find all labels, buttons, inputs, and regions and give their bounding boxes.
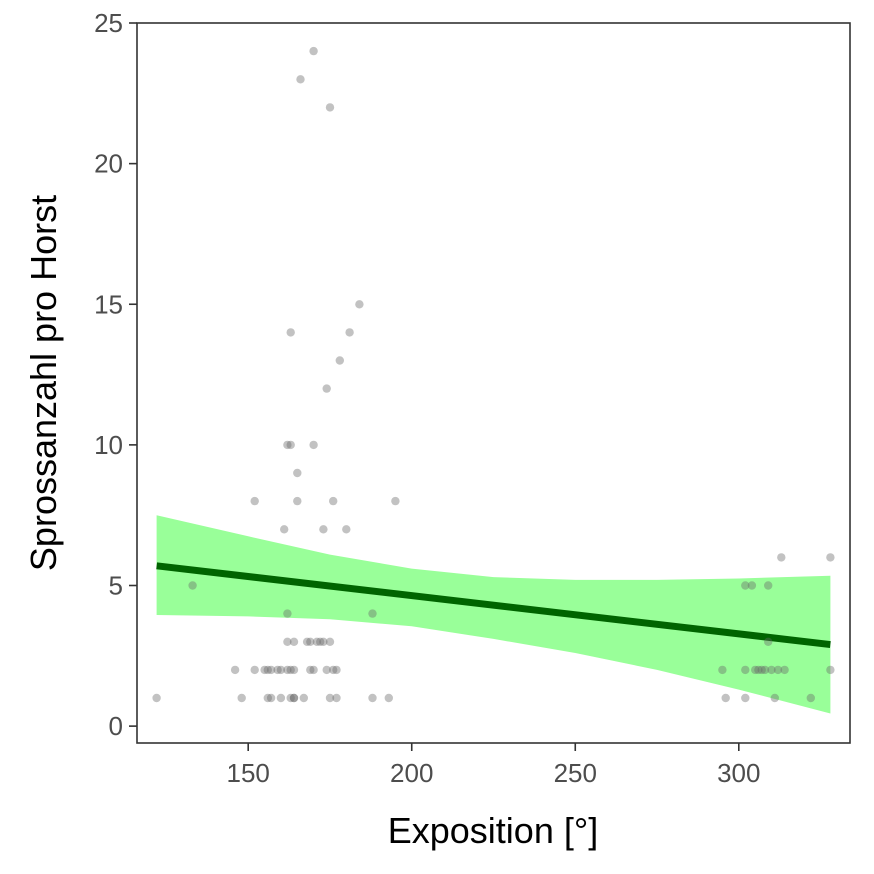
data-point bbox=[286, 693, 295, 703]
data-point bbox=[276, 665, 286, 675]
data-point bbox=[757, 665, 766, 675]
data-point bbox=[335, 356, 344, 365]
data-point bbox=[764, 581, 773, 590]
data-point bbox=[368, 609, 377, 618]
data-point bbox=[283, 440, 292, 450]
y-tick-label: 20 bbox=[94, 149, 123, 179]
data-point bbox=[250, 665, 259, 675]
data-point bbox=[741, 665, 750, 675]
data-point bbox=[286, 328, 295, 337]
data-point bbox=[770, 693, 779, 703]
data-point bbox=[266, 693, 276, 703]
y-tick-label: 15 bbox=[94, 289, 123, 319]
data-point bbox=[322, 665, 331, 675]
data-point bbox=[286, 665, 295, 675]
data-point bbox=[325, 637, 335, 646]
data-point bbox=[355, 300, 364, 309]
data-point bbox=[230, 665, 240, 675]
x-tick-label: 250 bbox=[554, 758, 597, 788]
data-point bbox=[306, 665, 315, 675]
data-point bbox=[718, 665, 727, 675]
y-axis: 0 5 10 15 20 25 bbox=[94, 8, 137, 741]
data-point bbox=[754, 665, 763, 675]
data-point bbox=[237, 693, 246, 703]
data-point bbox=[325, 103, 335, 112]
data-point bbox=[322, 384, 331, 393]
data-point bbox=[329, 496, 338, 506]
data-point bbox=[826, 553, 835, 562]
data-point bbox=[289, 693, 299, 703]
data-point bbox=[332, 665, 341, 675]
data-point bbox=[263, 693, 272, 703]
data-point bbox=[289, 693, 299, 703]
data-point bbox=[283, 609, 292, 618]
data-point bbox=[741, 693, 750, 703]
data-point bbox=[345, 328, 354, 337]
data-point bbox=[329, 665, 338, 675]
x-axis-title: Exposition [°] bbox=[388, 810, 599, 851]
data-point bbox=[751, 665, 760, 675]
data-point bbox=[391, 496, 400, 506]
data-point bbox=[741, 581, 750, 590]
x-axis: 150 200 250 300 bbox=[227, 743, 760, 788]
data-point bbox=[767, 665, 776, 675]
data-point bbox=[332, 693, 341, 703]
data-point bbox=[289, 637, 299, 646]
data-point bbox=[293, 496, 302, 506]
data-point bbox=[283, 637, 292, 646]
data-point bbox=[780, 665, 789, 675]
data-point bbox=[188, 581, 197, 590]
data-point bbox=[260, 665, 269, 675]
data-point bbox=[806, 693, 815, 703]
data-point bbox=[302, 637, 312, 646]
data-point bbox=[325, 693, 335, 703]
data-point bbox=[319, 637, 328, 646]
data-point bbox=[273, 665, 282, 675]
data-point bbox=[266, 665, 276, 675]
x-tick-label: 200 bbox=[390, 758, 433, 788]
data-point bbox=[773, 665, 783, 675]
x-tick-label: 300 bbox=[717, 758, 760, 788]
y-axis-title: Sprossanzahl pro Horst bbox=[23, 195, 64, 571]
data-point bbox=[309, 440, 318, 450]
data-point bbox=[309, 46, 318, 56]
data-point bbox=[319, 525, 328, 534]
data-point bbox=[283, 665, 292, 675]
plot-panel-border bbox=[136, 22, 851, 744]
data-point bbox=[316, 637, 325, 646]
data-point bbox=[289, 665, 299, 675]
data-point bbox=[293, 468, 302, 478]
data-point bbox=[764, 637, 773, 646]
fit-line-layer bbox=[156, 562, 831, 649]
data-point bbox=[384, 693, 393, 703]
data-point bbox=[368, 693, 377, 703]
y-tick-label: 0 bbox=[109, 711, 123, 741]
regression-line bbox=[156, 562, 831, 649]
data-point bbox=[250, 496, 259, 506]
data-point bbox=[309, 665, 318, 675]
y-tick-label: 25 bbox=[94, 8, 123, 38]
data-point bbox=[263, 665, 272, 675]
data-point bbox=[721, 693, 730, 703]
confidence-band bbox=[156, 515, 831, 714]
x-tick-label: 150 bbox=[227, 758, 270, 788]
data-point bbox=[826, 665, 835, 675]
y-tick-label: 5 bbox=[109, 571, 123, 601]
data-point bbox=[312, 637, 322, 646]
data-points-layer bbox=[152, 46, 835, 703]
data-point bbox=[296, 75, 305, 84]
data-point bbox=[286, 440, 295, 450]
data-point bbox=[747, 581, 757, 590]
data-point bbox=[342, 525, 351, 534]
data-point bbox=[276, 693, 286, 703]
data-point bbox=[306, 637, 315, 646]
data-point bbox=[152, 693, 161, 703]
data-point bbox=[280, 525, 289, 534]
data-point bbox=[760, 665, 770, 675]
data-point bbox=[777, 553, 786, 562]
confidence-band-layer bbox=[156, 515, 831, 714]
data-point bbox=[299, 693, 308, 703]
y-tick-label: 10 bbox=[94, 430, 123, 460]
